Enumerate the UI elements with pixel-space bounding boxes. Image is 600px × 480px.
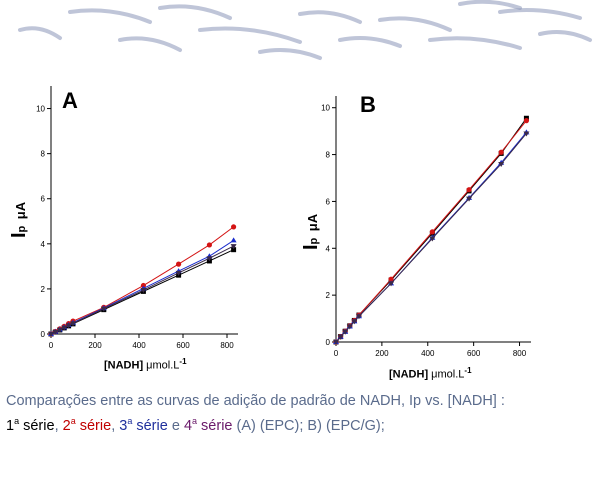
y-tick-label: 0 [326, 338, 331, 347]
series-4-point [52, 329, 59, 335]
caption-line-1: Comparações entre as curvas de adição de… [6, 393, 505, 409]
series-2-point [498, 149, 504, 155]
y-tick-label: 6 [41, 195, 46, 204]
series-4-point [65, 323, 72, 329]
series-4-point [48, 332, 54, 337]
series-4-point [346, 324, 353, 330]
x-tick-label: 400 [421, 349, 435, 358]
y-tick-label: 6 [326, 197, 331, 206]
chart-panel-b: 0 200 400 600 800 0 2 4 6 8 10 [321, 96, 531, 358]
x-tick-label: 800 [513, 349, 527, 358]
caption-series-4: 4a série [183, 416, 233, 434]
y-tick-label: 8 [326, 151, 331, 160]
x-tick-label: 0 [49, 341, 54, 350]
panel-b-label: B [360, 92, 376, 117]
series-2-point [523, 118, 530, 124]
x-tick-label: 400 [132, 341, 146, 350]
x-tick-label: 200 [88, 341, 102, 350]
x-tick-label: 0 [334, 349, 339, 358]
series-4-point [429, 236, 436, 242]
series-2-point [176, 261, 182, 267]
series-4-point [140, 288, 147, 294]
decor-swoosh [338, 36, 402, 48]
decor-swoosh [298, 10, 362, 24]
x-tick-label: 200 [375, 349, 389, 358]
decor-swoosh [258, 48, 322, 60]
decor-swoosh [458, 0, 522, 10]
caption-series-3: 3a série [119, 416, 168, 434]
panel-b-xlabel: [NADH] μmol.L-1 [389, 366, 472, 381]
series-4-point [388, 281, 395, 287]
series-4-point [466, 196, 473, 202]
series-4-point [230, 244, 237, 250]
panel-a-ylabel: Ip μA [8, 201, 30, 238]
x-tick-label: 600 [176, 341, 190, 350]
series-4-point [61, 325, 68, 331]
decor-swoosh [378, 16, 452, 32]
decor-swoosh [498, 8, 582, 20]
panel-a-xlabel: [NADH] μmol.L-1 [104, 357, 187, 372]
series-4-point [100, 306, 107, 312]
series-2-point [231, 224, 237, 230]
caption-series-1: 1a série [6, 416, 55, 434]
y-tick-label: 0 [41, 330, 46, 339]
decor-swoosh [118, 36, 182, 52]
y-tick-label: 2 [326, 291, 331, 300]
caption-line-2: 1a série, 2a série, 3a série e 4a série … [6, 416, 385, 434]
y-tick-label: 4 [41, 240, 46, 249]
y-tick-label: 2 [41, 285, 46, 294]
figure-caption: Comparações entre as curvas de adição de… [6, 391, 596, 436]
y-tick-label: 10 [321, 104, 330, 113]
panel-a-label: A [62, 88, 78, 113]
decor-swoosh [428, 36, 522, 50]
series-4-point [333, 340, 339, 345]
series-4-point [337, 334, 344, 340]
decor-swoosh [68, 8, 152, 24]
series-4-point [355, 314, 362, 320]
y-tick-label: 10 [36, 105, 45, 114]
decor-swoosh [198, 26, 302, 44]
chart-panel-a: 0 200 400 600 800 0 2 4 6 8 10 [36, 86, 238, 350]
decor-swoosh [538, 30, 592, 42]
decor-swoosh [18, 26, 62, 40]
series-2-point [388, 276, 394, 282]
y-tick-label: 8 [41, 150, 46, 159]
x-tick-label: 800 [220, 341, 234, 350]
x-tick-label: 600 [467, 349, 481, 358]
decor-swoosh [158, 4, 232, 20]
series-4-point [523, 131, 530, 137]
series-1-point [231, 247, 237, 253]
series-2-point [429, 229, 435, 235]
series-2-point [206, 242, 212, 248]
series-line-2 [50, 226, 234, 335]
series-4-point [342, 329, 349, 335]
series-4-point [175, 270, 182, 276]
series-4-point [498, 161, 505, 167]
series-4-point [206, 256, 213, 262]
series-4-point [351, 319, 358, 325]
series-4-point [56, 327, 63, 333]
series-2-point [466, 187, 472, 193]
header-decoration [18, 0, 592, 60]
caption-series-2: 2a série [62, 416, 112, 434]
series-4-point [70, 321, 76, 327]
y-tick-label: 4 [326, 244, 331, 253]
series-3-point [230, 237, 237, 243]
panel-b-ylabel: Ip μA [300, 213, 322, 250]
